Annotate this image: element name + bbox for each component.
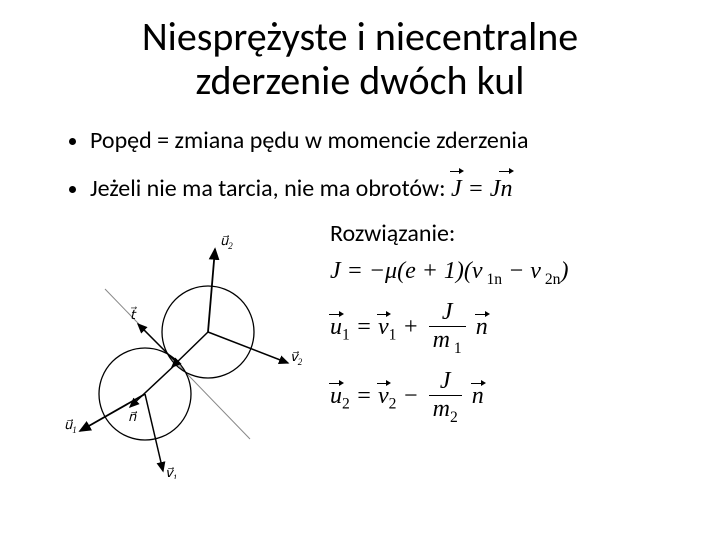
- label-v1: v⃗1: [165, 465, 177, 479]
- diagram-svg: u⃗2 v⃗1 u⃗1 v⃗2 n⃗ t⃗: [50, 219, 310, 479]
- equation-J: J = −μ(e + 1)(v 1n − v 2n): [330, 258, 680, 289]
- vec-n: [130, 363, 177, 407]
- title-line-2: zderzenie dwóch kul: [196, 56, 525, 105]
- vector-n: n: [500, 171, 512, 207]
- label-t: t⃗: [130, 307, 137, 322]
- vec-n2: [172, 332, 208, 367]
- bullet-2-equation: J = Jn: [451, 176, 513, 202]
- equation-u2: u2 = v2 − Jm2 n: [330, 368, 680, 427]
- scalar-J: J: [490, 176, 501, 202]
- vec-v2: [208, 332, 288, 363]
- solution-block: Rozwiązanie: J = −μ(e + 1)(v 1n − v 2n) …: [310, 219, 680, 436]
- label-u1: u⃗1: [64, 417, 77, 435]
- bullet-1: Popęd = zmiana pędu w momencie zderzenia: [90, 123, 680, 159]
- solution-header: Rozwiązanie:: [330, 219, 680, 248]
- label-n: n⃗: [128, 409, 137, 424]
- collision-diagram: u⃗2 v⃗1 u⃗1 v⃗2 n⃗ t⃗: [50, 219, 310, 479]
- bullet-list: Popęd = zmiana pędu w momencie zderzenia…: [50, 123, 680, 207]
- vector-J: J: [451, 171, 462, 207]
- equation-u1: u1 = v1 + Jm 1 n: [330, 299, 680, 358]
- title-line-1: Niesprężyste i niecentralne: [142, 12, 578, 61]
- vec-v1: [145, 394, 163, 471]
- bullet-2: Jeżeli nie ma tarcia, nie ma obrotów: J …: [90, 171, 680, 207]
- tangent-line: [105, 289, 250, 439]
- slide: Niesprężyste i niecentralne zderzenie dw…: [0, 0, 720, 540]
- vec-t: [138, 324, 177, 363]
- vec-u2: [208, 249, 215, 332]
- label-u2: u⃗2: [220, 233, 233, 251]
- lower-region: u⃗2 v⃗1 u⃗1 v⃗2 n⃗ t⃗ Rozwiązanie: J = −…: [40, 219, 680, 479]
- label-v2: v⃗2: [290, 349, 303, 367]
- bullet-2-text: Jeżeli nie ma tarcia, nie ma obrotów:: [90, 174, 451, 203]
- slide-title: Niesprężyste i niecentralne zderzenie dw…: [40, 15, 680, 103]
